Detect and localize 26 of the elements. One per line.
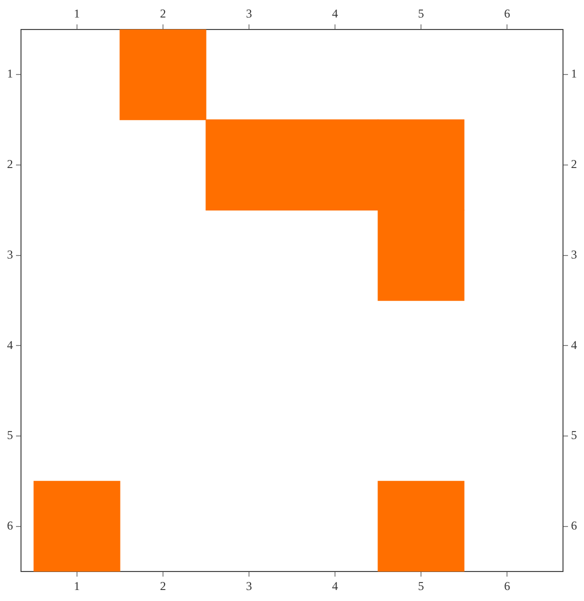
x-tick-label: 1 <box>74 578 80 593</box>
y-tick-label: 3 <box>7 247 13 262</box>
x2-tick-label: 5 <box>418 6 424 20</box>
y-tick-label: 4 <box>7 338 13 352</box>
category-label: 4 <box>571 338 577 352</box>
x2-tick-label: 4 <box>332 6 338 20</box>
y-tick-label: 6 <box>7 518 13 533</box>
x-tick-label: 5 <box>418 578 424 593</box>
category-label: 1 <box>571 66 577 81</box>
x2-tick-label: 2 <box>160 6 166 20</box>
x-tick-label: 3 <box>246 578 252 593</box>
category-label: 5 <box>571 428 577 442</box>
x2-tick-label: 6 <box>504 6 510 20</box>
y-tick-label: 2 <box>7 157 13 172</box>
y-tick-label: 5 <box>7 428 13 442</box>
bar <box>34 480 120 572</box>
x-tick-label: 4 <box>332 578 338 593</box>
category-label: 6 <box>571 518 577 533</box>
x-tick-label: 6 <box>504 578 510 593</box>
x2-tick-label: 1 <box>74 6 80 20</box>
category-label: 3 <box>571 247 577 262</box>
x2-tick-label: 3 <box>246 6 252 20</box>
y-tick-label: 1 <box>7 66 13 81</box>
bar <box>378 480 464 572</box>
x-tick-label: 2 <box>160 578 166 593</box>
category-label: 2 <box>571 157 577 172</box>
